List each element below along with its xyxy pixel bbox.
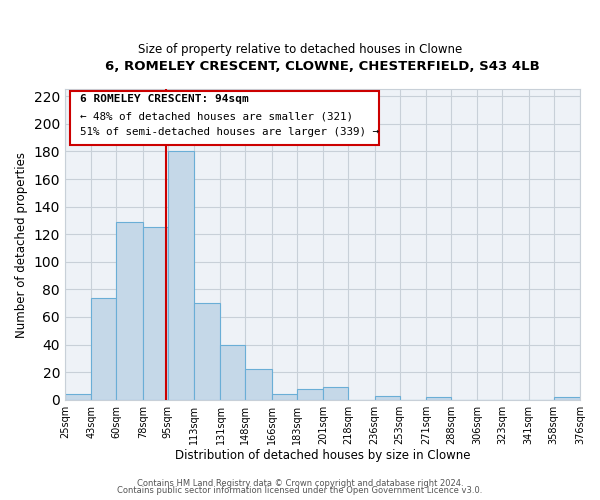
Bar: [323, 388, 348, 400]
Bar: [554, 397, 580, 400]
Bar: [245, 370, 272, 400]
FancyBboxPatch shape: [70, 91, 379, 146]
Bar: [272, 394, 297, 400]
Bar: [374, 396, 400, 400]
Y-axis label: Number of detached properties: Number of detached properties: [15, 152, 28, 338]
Bar: [65, 394, 91, 400]
X-axis label: Distribution of detached houses by size in Clowne: Distribution of detached houses by size …: [175, 450, 470, 462]
Bar: [297, 388, 323, 400]
Bar: [167, 152, 194, 400]
Text: ← 48% of detached houses are smaller (321): ← 48% of detached houses are smaller (32…: [80, 111, 353, 121]
Bar: [194, 303, 220, 400]
Text: Contains public sector information licensed under the Open Government Licence v3: Contains public sector information licen…: [118, 486, 482, 495]
Text: Contains HM Land Registry data © Crown copyright and database right 2024.: Contains HM Land Registry data © Crown c…: [137, 478, 463, 488]
Bar: [116, 222, 143, 400]
Bar: [91, 298, 116, 400]
Bar: [426, 397, 451, 400]
Title: 6, ROMELEY CRESCENT, CLOWNE, CHESTERFIELD, S43 4LB: 6, ROMELEY CRESCENT, CLOWNE, CHESTERFIEL…: [105, 60, 540, 73]
Text: 51% of semi-detached houses are larger (339) →: 51% of semi-detached houses are larger (…: [80, 126, 379, 136]
Bar: [143, 228, 167, 400]
Text: Size of property relative to detached houses in Clowne: Size of property relative to detached ho…: [138, 42, 462, 56]
Bar: [220, 344, 245, 400]
Text: 6 ROMELEY CRESCENT: 94sqm: 6 ROMELEY CRESCENT: 94sqm: [80, 94, 249, 104]
